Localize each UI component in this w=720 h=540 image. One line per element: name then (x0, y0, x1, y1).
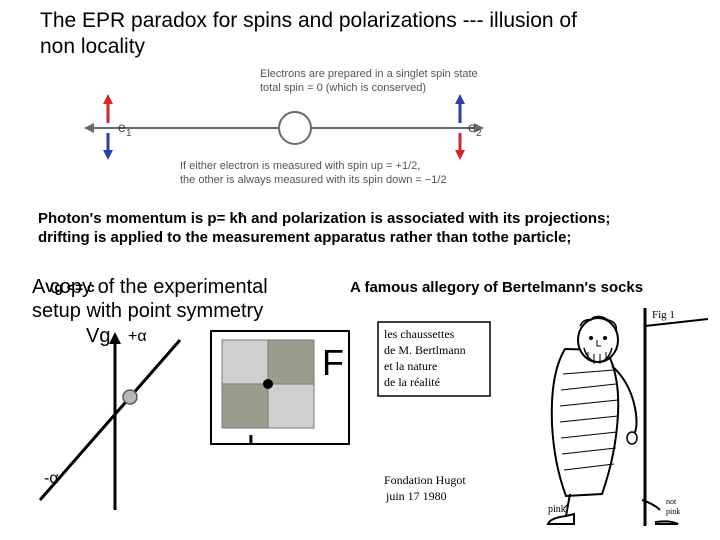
fig-label: Fig 1 (652, 309, 675, 321)
svg-text:les chaussettes: les chaussettes (384, 327, 455, 341)
epr-caption-2: total spin = 0 (which is conserved) (260, 82, 426, 94)
svg-text:2: 2 (476, 128, 482, 139)
svg-text:pink: pink (666, 507, 680, 516)
epr-caption-3: If either electron is measured with spin… (180, 160, 420, 172)
svg-text:juin 17 1980: juin 17 1980 (385, 489, 447, 503)
svg-text:pink: pink (548, 504, 566, 515)
svg-text:e: e (118, 119, 126, 135)
point-symmetry-diagram (30, 330, 210, 510)
svg-text:et la nature: et la nature (384, 359, 437, 373)
svg-text:not: not (666, 497, 677, 506)
svg-text:1: 1 (126, 128, 132, 139)
svg-text:e: e (468, 119, 476, 135)
mid-line-2: drifting is applied to the measurement a… (38, 229, 698, 248)
epr-singlet-diagram: e1 e2 Electrons are prepared in a single… (80, 68, 500, 198)
svg-text:de M. Bertlmann: de M. Bertlmann (384, 343, 466, 357)
frame-reflection-figure: F F (210, 330, 350, 445)
epr-caption-1: Electrons are prepared in a singlet spin… (260, 68, 478, 80)
vg-small: Vg <= c (45, 279, 95, 295)
page-title: The EPR paradox for spins and polarizati… (40, 8, 600, 61)
svg-text:F: F (235, 428, 255, 445)
famous-allegory: A famous allegory of Bertelmann's socks (350, 279, 643, 296)
svg-text:de la réalité: de la réalité (384, 375, 440, 389)
momentum-text: Photon's momentum is p= kħ and polarizat… (38, 210, 698, 248)
mid-line-1: Photon's momentum is p= kħ and polarizat… (38, 210, 698, 229)
svg-text:Fondation Hugot: Fondation Hugot (384, 473, 466, 487)
epr-caption-4: the other is always measured with its sp… (180, 174, 447, 186)
svg-text:F: F (322, 342, 344, 383)
bertlmann-socks-figure: Fig 1 les chaussettes de M. Bertlmann et… (370, 304, 708, 530)
setup-line-2: setup with point symmetry (32, 300, 263, 323)
